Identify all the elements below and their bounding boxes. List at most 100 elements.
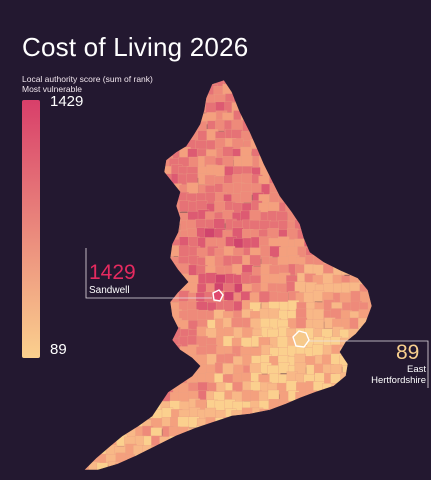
authority-cell — [115, 398, 127, 410]
authority-cell — [377, 157, 388, 168]
authority-cell — [124, 237, 136, 250]
authority-cell — [349, 138, 361, 150]
authority-cell — [135, 184, 147, 197]
authority-cell — [195, 446, 207, 458]
authority-cell — [366, 157, 372, 169]
authority-cell — [241, 84, 253, 97]
authority-cell — [170, 138, 182, 150]
authority-cell — [259, 101, 271, 113]
authority-cell — [341, 436, 353, 448]
authority-cell — [240, 417, 252, 429]
authority-cell — [150, 203, 162, 215]
authority-cell — [241, 444, 254, 456]
authority-cell — [123, 373, 135, 386]
authority-cell — [278, 462, 290, 470]
authority-cell — [150, 130, 162, 143]
authority-cell — [161, 471, 172, 480]
authority-cell — [342, 473, 353, 480]
authority-cell — [142, 120, 154, 132]
authority-cell — [314, 211, 327, 224]
authority-cell — [332, 101, 345, 113]
authority-cell — [378, 210, 389, 221]
authority-cell — [341, 257, 353, 269]
authority-cell — [107, 121, 120, 133]
authority-cell — [378, 293, 389, 304]
authority-cell — [105, 193, 117, 205]
authority-cell — [269, 148, 282, 160]
authority-cell — [84, 409, 91, 421]
authority-cell — [358, 246, 370, 259]
authority-cell — [240, 92, 253, 105]
authority-cell — [107, 93, 119, 105]
authority-cell — [142, 228, 154, 240]
authority-cell — [295, 435, 308, 447]
authority-cell — [169, 111, 181, 123]
authority-cell — [150, 138, 163, 150]
authority-cell — [350, 399, 363, 412]
authority-cell — [277, 453, 289, 465]
authority-cell — [84, 236, 93, 248]
authority-cell — [134, 354, 146, 366]
authority-cell — [160, 237, 172, 249]
authority-cell — [340, 102, 352, 114]
authority-cell — [133, 80, 146, 87]
authority-cell — [222, 443, 234, 456]
authority-cell — [368, 201, 372, 213]
authority-cell — [294, 407, 306, 419]
authority-cell — [306, 156, 318, 168]
authority-cell — [366, 102, 372, 114]
authority-cell — [124, 246, 136, 258]
authority-cell — [160, 202, 172, 215]
authority-cell — [115, 227, 127, 239]
authority-cell — [260, 462, 272, 470]
authority-cell — [268, 111, 280, 124]
authority-cell — [378, 129, 389, 140]
authority-cell — [269, 130, 281, 142]
authority-cell — [367, 434, 372, 447]
authority-cell — [178, 364, 190, 376]
authority-cell — [213, 462, 226, 470]
authority-cell — [341, 111, 353, 123]
authority-cell — [359, 83, 371, 96]
authority-cell — [178, 462, 191, 470]
authority-cell — [134, 274, 146, 286]
authority-cell — [268, 80, 280, 89]
authority-cell — [106, 137, 118, 149]
authority-cell — [312, 86, 324, 98]
authority-cell — [331, 92, 343, 104]
authority-cell — [313, 158, 325, 170]
authority-cell — [84, 381, 91, 394]
authority-cell — [125, 83, 138, 96]
authority-cell — [276, 416, 289, 429]
authority-cell — [376, 399, 387, 410]
authority-cell — [97, 121, 109, 134]
authority-cell — [306, 147, 318, 160]
authority-cell — [367, 264, 372, 277]
authority-cell — [376, 346, 387, 357]
authority-cell — [84, 183, 92, 195]
authority-cell — [323, 102, 335, 114]
authority-cell — [133, 319, 146, 331]
authority-cell — [88, 80, 100, 88]
authority-cell — [306, 200, 318, 212]
authority-cell — [84, 229, 91, 241]
authority-cell — [106, 219, 118, 231]
authority-cell — [332, 419, 345, 431]
authority-cell — [134, 328, 147, 340]
authority-cell — [349, 446, 361, 458]
authority-cell — [88, 229, 100, 241]
authority-cell — [368, 319, 372, 332]
authority-cell — [98, 84, 111, 96]
authority-cell — [126, 327, 138, 339]
authority-cell — [376, 392, 387, 403]
authority-cell — [84, 148, 93, 160]
authority-cell — [348, 390, 360, 402]
authority-cell — [332, 84, 344, 97]
authority-cell — [323, 129, 336, 141]
authority-cell — [187, 80, 199, 87]
authority-cell — [296, 122, 308, 134]
authority-cell — [269, 166, 281, 179]
authority-cell — [84, 453, 93, 465]
authority-cell — [312, 425, 324, 437]
authority-cell — [305, 401, 317, 413]
